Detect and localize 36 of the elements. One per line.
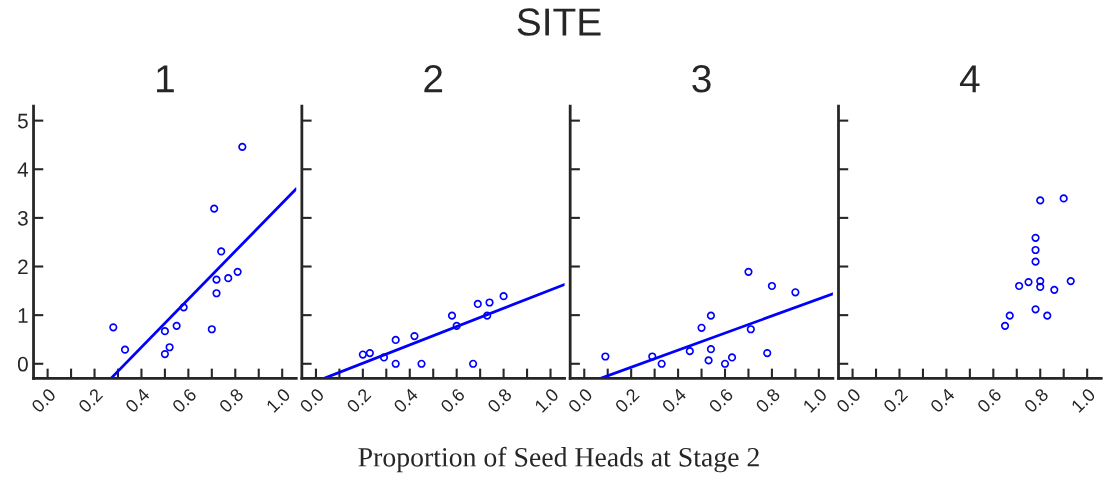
x-tick-label: 0.8: [755, 387, 781, 414]
x-tick-label: 0.6: [171, 387, 198, 414]
x-tick-label: 0.8: [1023, 387, 1050, 414]
x-tick-label: 0.2: [882, 387, 909, 414]
x-tick-label: 1.0: [1070, 387, 1097, 413]
x-tick-label: 0.2: [345, 387, 372, 414]
text: Proportion of Seed Heads at Stage 2: [358, 446, 759, 473]
x-tick-label: 1.0: [802, 387, 828, 413]
y-tick-label: 5: [17, 113, 28, 129]
x-tick-label: 0.2: [77, 387, 104, 414]
x-tick-label: 0.4: [929, 387, 956, 414]
x-tick-label: 1.0: [534, 387, 560, 413]
x-tick-label: 0.0: [299, 387, 325, 414]
y-tick-label: 3: [17, 210, 28, 226]
x-tick-label: 0.0: [835, 387, 862, 414]
y-tick-label: 2: [18, 259, 28, 275]
chart-title: 3: [692, 65, 711, 93]
x-tick-label: 0.8: [218, 387, 245, 414]
x-tick-label: 0.4: [661, 387, 688, 414]
chart-title: 4: [959, 65, 980, 93]
x-tick-label: 0.0: [30, 387, 57, 414]
x-tick-label: 0.6: [708, 387, 734, 414]
x-tick-label: 0.6: [439, 387, 466, 414]
x-tick-label: 0.0: [567, 387, 594, 414]
x-tick-label: 1.0: [265, 387, 292, 413]
y-tick-label: 0: [17, 356, 28, 372]
x-tick-label: 0.4: [124, 387, 151, 414]
x-tick-label: 0.2: [614, 387, 640, 414]
x-tick-label: 0.6: [976, 387, 1003, 414]
x-tick-label: 0.4: [392, 387, 419, 414]
text: SITE: [517, 8, 601, 36]
y-tick-label: 4: [17, 162, 29, 177]
chart-title: 2: [424, 65, 443, 93]
x-tick-label: 0.8: [486, 387, 513, 414]
chart-title: 1: [157, 65, 174, 93]
y-tick-label: 1: [18, 308, 28, 323]
